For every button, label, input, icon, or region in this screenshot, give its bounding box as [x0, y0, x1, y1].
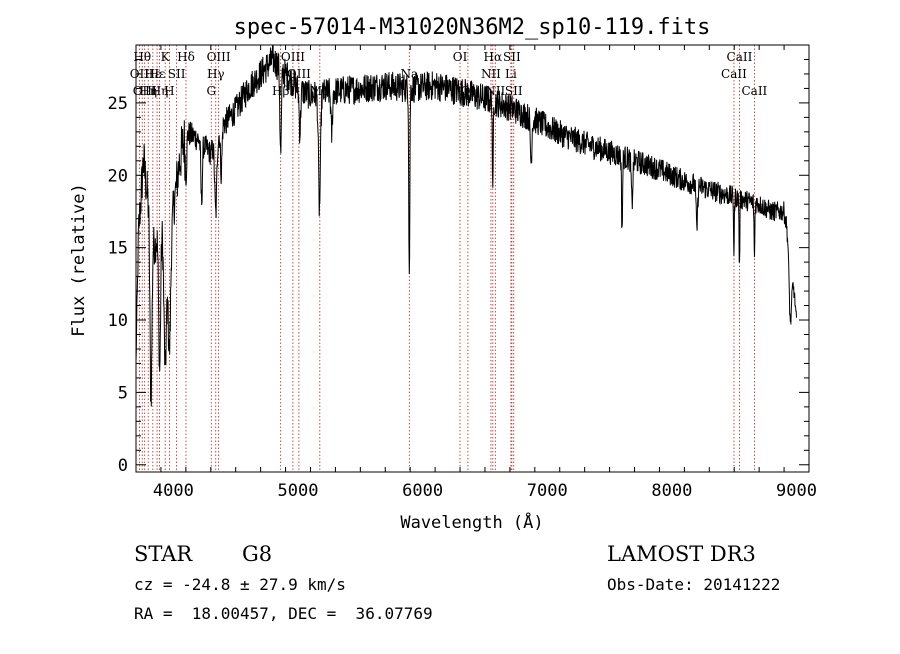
line-marker-label: Hη	[139, 84, 157, 98]
x-tick-label: 7000	[527, 481, 568, 501]
y-axis-label: Flux (relative)	[69, 183, 89, 337]
line-marker-label: Li	[505, 67, 517, 81]
line-marker-label: Hδ	[177, 50, 195, 64]
line-marker-label: Hθ	[133, 50, 151, 64]
line-marker-label: CaII	[727, 50, 753, 64]
line-marker-label: OIII	[287, 67, 311, 81]
x-tick-label: 5000	[278, 481, 319, 501]
y-tick-label: 25	[108, 94, 128, 114]
plot-frame	[135, 44, 810, 473]
subclass-label: G8	[242, 542, 272, 566]
x-axis-ticks: 4000 5000 6000 7000 8000 9000	[135, 45, 817, 501]
line-marker-label: OIII	[281, 50, 305, 64]
line-marker-label: K	[161, 50, 171, 64]
y-tick-label: 5	[118, 383, 128, 403]
chart-title: spec-57014-M31020N36M2_sp10-119.fits	[234, 15, 711, 40]
line-marker-label: Hγ	[207, 67, 225, 81]
spectrum-series-line	[135, 44, 797, 407]
line-marker-label: Hε	[149, 67, 166, 81]
line-marker-label: CaII	[721, 67, 747, 81]
line-marker-label: SII	[168, 67, 186, 81]
line-marker-label: H	[164, 84, 174, 98]
obs-date-label: Obs-Date: 20141222	[607, 575, 780, 594]
redshift-cz-label: cz = -24.8 ± 27.9 km/s	[134, 575, 346, 594]
line-marker-label: NII	[481, 67, 501, 81]
y-tick-label: 15	[108, 239, 128, 259]
x-tick-label: 9000	[776, 481, 817, 501]
x-axis-label: Wavelength (Å)	[400, 511, 543, 533]
line-marker-label: OIII	[207, 50, 231, 64]
x-tick-label: 4000	[153, 481, 194, 501]
coordinates-label: RA = 18.00457, DEC = 36.07769	[134, 604, 433, 623]
object-class-label: STAR	[134, 542, 193, 566]
line-marker-label: OIII	[133, 84, 157, 98]
y-tick-label: 20	[108, 166, 128, 186]
y-tick-label: 10	[108, 311, 128, 331]
y-tick-label: 0	[118, 456, 128, 476]
y-axis-ticks: 0 5 10 15 20 25	[108, 58, 809, 476]
line-marker-label: CaII	[741, 84, 767, 98]
line-marker-label: OI	[453, 50, 468, 64]
line-marker-label: Hα	[484, 50, 503, 64]
line-marker-label: Hη	[151, 84, 169, 98]
line-marker-label: Hε	[144, 67, 161, 81]
line-marker-label: SII	[503, 50, 521, 64]
x-tick-label: 8000	[651, 481, 692, 501]
x-tick-label: 6000	[402, 481, 443, 501]
line-marker-label: G	[206, 84, 216, 98]
survey-label: LAMOST DR3	[607, 542, 756, 566]
